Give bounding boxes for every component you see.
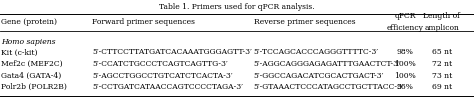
Text: 69 nt: 69 nt bbox=[432, 83, 452, 91]
Text: 5′-CTTCCTTATGATCACAAATGGGAGTT-3′: 5′-CTTCCTTATGATCACAAATGGGAGTT-3′ bbox=[92, 48, 252, 56]
Text: 100%: 100% bbox=[394, 60, 416, 68]
Text: 5′-GGCCAGACATCGCACTGACT-3′: 5′-GGCCAGACATCGCACTGACT-3′ bbox=[254, 72, 384, 80]
Text: Forward primer sequences: Forward primer sequences bbox=[92, 18, 195, 26]
Text: 5′-CCTGATCATAACCAGTCCCCTAGA-3′: 5′-CCTGATCATAACCAGTCCCCTAGA-3′ bbox=[92, 83, 244, 91]
Text: qPCR: qPCR bbox=[394, 13, 416, 20]
Text: Kit (c-kit): Kit (c-kit) bbox=[1, 48, 38, 56]
Text: 5′-CCATCTGCCCTCAGTCAGTTG-3′: 5′-CCATCTGCCCTCAGTCAGTTG-3′ bbox=[92, 60, 228, 68]
Text: 73 nt: 73 nt bbox=[432, 72, 452, 80]
Text: 100%: 100% bbox=[394, 72, 416, 80]
Text: 96%: 96% bbox=[397, 83, 414, 91]
Text: Mef2c (MEF2C): Mef2c (MEF2C) bbox=[1, 60, 63, 68]
Text: Length of: Length of bbox=[423, 13, 460, 20]
Text: 5′-AGGCAGGGAGAGATTTGAACTCT-3′: 5′-AGGCAGGGAGAGATTTGAACTCT-3′ bbox=[254, 60, 401, 68]
Text: amplicon: amplicon bbox=[424, 24, 459, 32]
Text: Gene (protein): Gene (protein) bbox=[1, 18, 57, 26]
Text: 65 nt: 65 nt bbox=[432, 48, 452, 56]
Text: Reverse primer sequences: Reverse primer sequences bbox=[254, 18, 355, 26]
Text: Polr2b (POLR2B): Polr2b (POLR2B) bbox=[1, 83, 67, 91]
Text: 98%: 98% bbox=[397, 48, 414, 56]
Text: 5′-GTAAACTCCCATAGCCTGCTTACC-3′: 5′-GTAAACTCCCATAGCCTGCTTACC-3′ bbox=[254, 83, 404, 91]
Text: 5′-TCCAGCACCCAGGGTTTTC-3′: 5′-TCCAGCACCCAGGGTTTTC-3′ bbox=[254, 48, 379, 56]
Text: Gata4 (GATA-4): Gata4 (GATA-4) bbox=[1, 72, 62, 80]
Text: efficiency: efficiency bbox=[387, 24, 424, 32]
Text: 5′-AGCCTGGCCTGTCATCTCACTA-3′: 5′-AGCCTGGCCTGTCATCTCACTA-3′ bbox=[92, 72, 233, 80]
Text: Table 1. Primers used for qPCR analysis.: Table 1. Primers used for qPCR analysis. bbox=[159, 3, 315, 11]
Text: Homo sapiens: Homo sapiens bbox=[1, 38, 56, 46]
Text: 72 nt: 72 nt bbox=[432, 60, 452, 68]
